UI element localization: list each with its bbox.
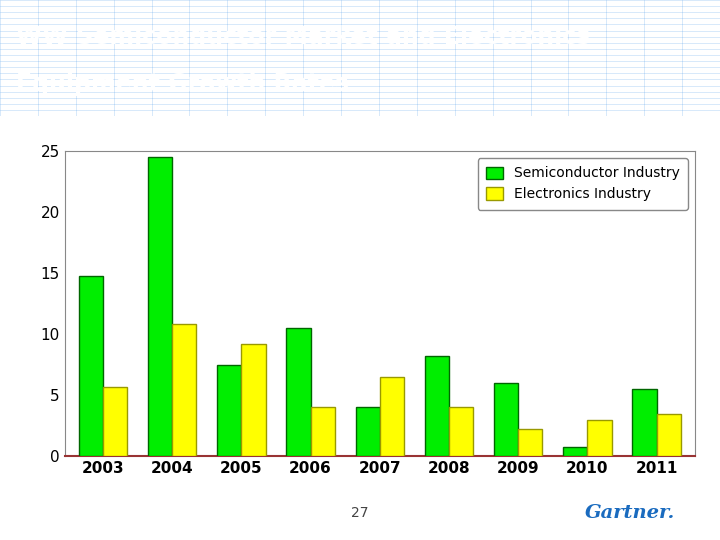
Bar bbox=[518, 429, 542, 456]
Bar bbox=[356, 408, 380, 456]
Bar bbox=[103, 387, 127, 456]
Bar bbox=[310, 408, 335, 456]
Bar bbox=[632, 389, 657, 456]
Bar bbox=[449, 408, 473, 456]
Bar bbox=[494, 383, 518, 456]
Text: WW Semiconductor Market and Electronics: WW Semiconductor Market and Electronics bbox=[16, 25, 590, 49]
Bar bbox=[425, 356, 449, 456]
Bar bbox=[148, 157, 172, 456]
Bar bbox=[241, 344, 266, 456]
Bar bbox=[287, 328, 310, 456]
Text: Equipment Growth Rates: Equipment Growth Rates bbox=[16, 72, 348, 96]
Bar bbox=[588, 420, 612, 456]
Bar bbox=[657, 414, 681, 456]
Text: Gartner.: Gartner. bbox=[585, 504, 675, 522]
Bar bbox=[172, 325, 197, 456]
Bar bbox=[380, 377, 404, 456]
Bar bbox=[217, 365, 241, 456]
Legend: Semiconductor Industry, Electronics Industry: Semiconductor Industry, Electronics Indu… bbox=[477, 158, 688, 210]
Bar bbox=[78, 276, 103, 456]
Text: 27: 27 bbox=[351, 506, 369, 520]
Bar bbox=[563, 447, 588, 456]
